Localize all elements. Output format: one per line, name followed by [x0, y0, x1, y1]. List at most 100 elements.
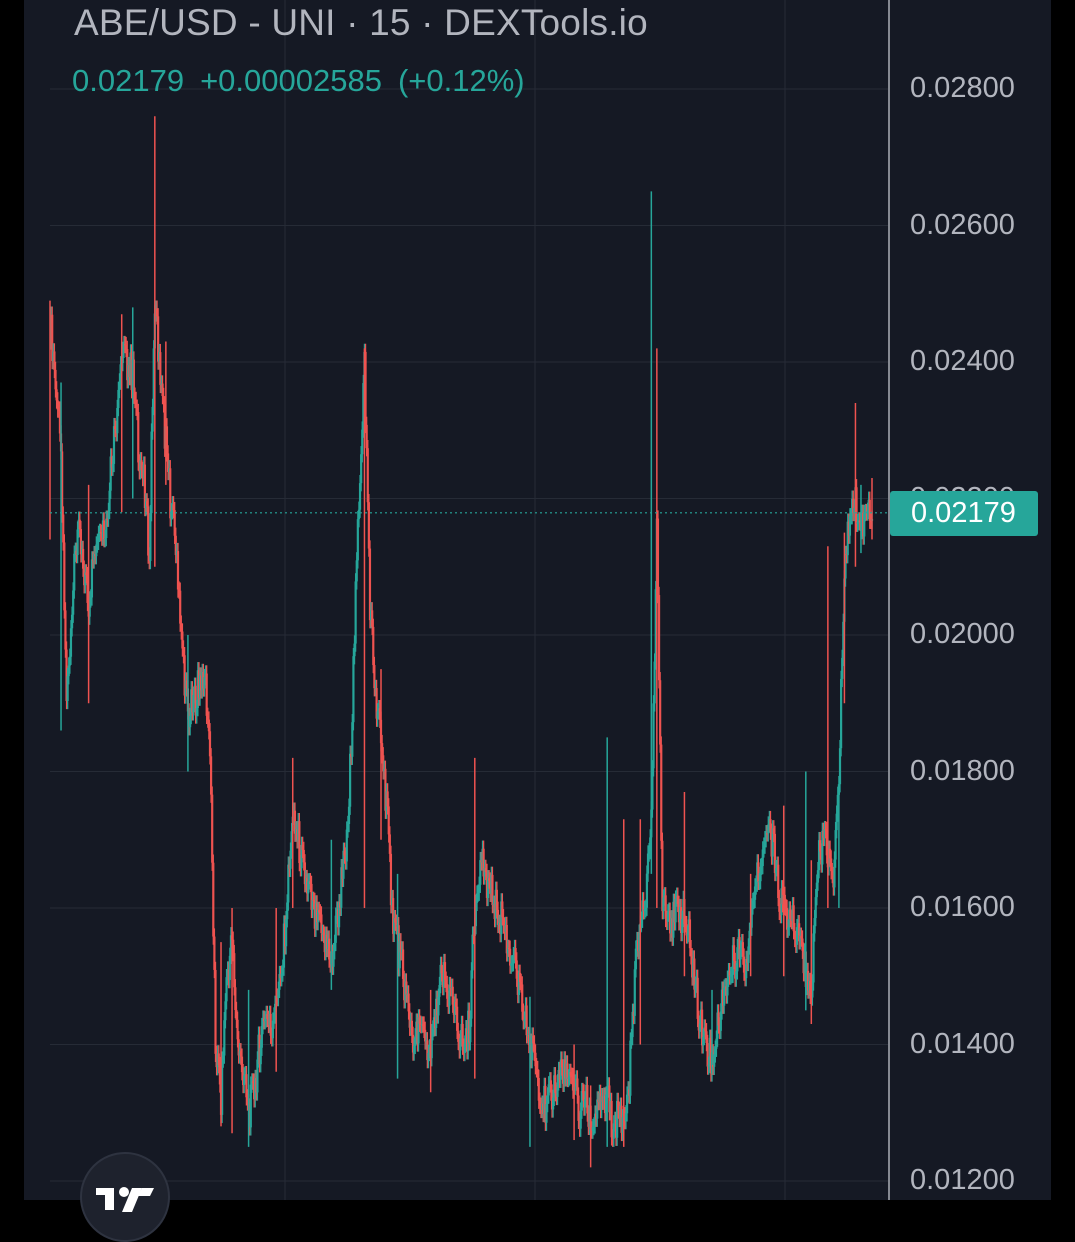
candle-body [569, 1071, 572, 1076]
candle-body [478, 884, 481, 893]
candle-body [825, 830, 828, 856]
candle-body [259, 1047, 262, 1065]
chart-title: ABE/USD - UNI · 15 · DEXTools.io [74, 2, 648, 43]
candle-body [227, 969, 230, 981]
candle-body [130, 352, 133, 391]
candle-body [413, 1045, 416, 1053]
candle-body [51, 314, 54, 362]
candle-body [820, 851, 823, 865]
candle-body [79, 529, 82, 555]
candle-body [293, 810, 297, 834]
price-change: +0.00002585 [200, 63, 382, 98]
candle-body [123, 344, 127, 346]
candle-body [697, 1018, 700, 1031]
candle-body [454, 1001, 458, 1007]
candle-body [555, 1093, 558, 1097]
candle-body [700, 1009, 704, 1046]
y-tick-label: 0.01400 [910, 1027, 1015, 1060]
candle-body [845, 553, 848, 556]
candle-body [715, 1038, 718, 1049]
candle-body [144, 501, 148, 509]
y-tick-label: 0.01200 [910, 1164, 1015, 1196]
candle-body [728, 971, 731, 977]
candle-body [175, 551, 178, 556]
candle-body [652, 703, 655, 769]
candle-body [94, 554, 97, 557]
candle-body [351, 722, 354, 757]
candle-body [570, 1075, 573, 1077]
candle-body [552, 1097, 555, 1110]
candle-body [550, 1092, 554, 1110]
candle-body [576, 1078, 579, 1096]
price-chart[interactable] [0, 0, 1075, 1200]
candle-body [394, 918, 397, 923]
candle-body [101, 520, 105, 538]
candle-body [456, 1006, 459, 1031]
candle-body [143, 464, 146, 509]
candle-body [449, 985, 452, 989]
candle-body [225, 977, 228, 1002]
candle-body [477, 892, 480, 894]
candle-body [529, 1041, 533, 1061]
candle-body [399, 941, 402, 953]
candle-body [831, 871, 834, 876]
candle-body [90, 559, 94, 598]
candle-body [751, 900, 754, 907]
candle-body [78, 519, 81, 530]
candle-body [82, 548, 85, 569]
candle-body [796, 923, 800, 928]
candle-body [755, 883, 758, 887]
candle-body [636, 940, 640, 952]
candle-body [390, 898, 394, 906]
candle-body [211, 794, 214, 863]
candle-body [419, 1023, 422, 1026]
candle-body [64, 610, 67, 650]
candle-body [76, 529, 79, 556]
candle-body [675, 895, 678, 899]
candle-body [822, 830, 825, 838]
candle-body [125, 345, 128, 349]
candle-body [671, 918, 674, 938]
candle-body [772, 828, 775, 834]
candle-body [763, 839, 767, 846]
candle-body [793, 931, 796, 939]
candle-body [619, 1105, 622, 1119]
candle-body [364, 351, 367, 425]
candle-body [229, 935, 233, 956]
candle-body [842, 621, 845, 658]
candle-body [674, 898, 677, 923]
candle-body [250, 1081, 254, 1085]
candle-body [617, 1100, 620, 1111]
candle-body [514, 948, 517, 961]
candle-body [214, 969, 217, 1054]
candle-body [383, 768, 386, 772]
candle-body [145, 501, 149, 507]
candle-body [511, 963, 514, 965]
candle-body [430, 1032, 433, 1059]
candle-body [620, 1105, 623, 1133]
candle-body [249, 1084, 252, 1128]
candle-body [149, 513, 152, 562]
candle-body [791, 905, 794, 922]
candle-body [140, 460, 143, 471]
candle-body [102, 520, 106, 540]
tradingview-logo-icon[interactable] [80, 1152, 170, 1242]
candle-body [373, 665, 376, 689]
candle-body [833, 859, 836, 888]
candle-body [814, 897, 817, 919]
candle-body [732, 945, 736, 961]
candle-body [835, 813, 838, 831]
candle-body [262, 1018, 266, 1022]
candle-body [326, 938, 330, 949]
candle-body [855, 487, 858, 524]
candle-body [687, 919, 690, 934]
candle-body [171, 504, 174, 512]
candle-body [575, 1078, 578, 1083]
candle-body [180, 623, 183, 632]
candle-body [132, 359, 135, 396]
candle-body [181, 631, 184, 649]
candle-body [280, 973, 283, 979]
candle-body [521, 984, 524, 1012]
candle-body [801, 938, 804, 951]
candle-body [417, 1017, 420, 1044]
